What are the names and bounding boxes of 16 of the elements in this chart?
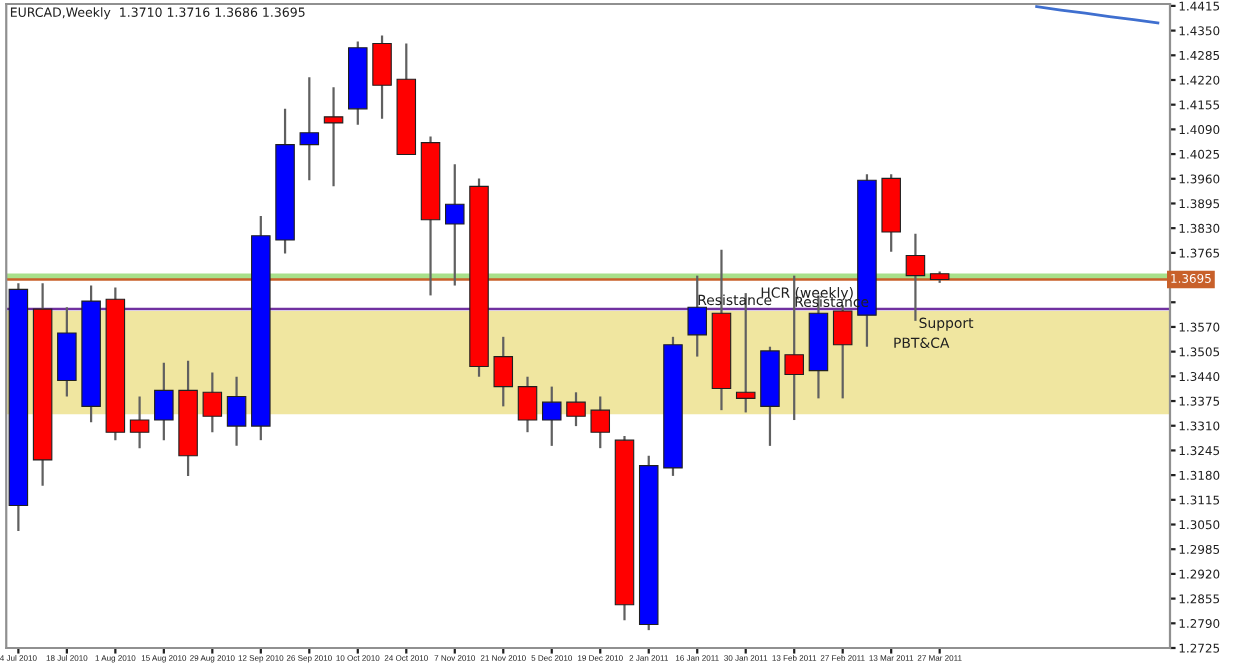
candlestick	[372, 34, 392, 120]
candlestick	[129, 395, 150, 450]
candlestick	[299, 76, 320, 182]
candlestick	[590, 395, 611, 450]
candlestick	[154, 361, 174, 442]
candlestick	[832, 304, 853, 400]
line-series	[1035, 5, 1160, 25]
candlestick	[493, 335, 514, 408]
candlestick	[517, 375, 538, 434]
candlestick	[323, 86, 344, 188]
candlestick	[445, 163, 465, 287]
candlestick	[541, 385, 562, 447]
candlestick	[226, 375, 247, 447]
candlestick	[566, 391, 586, 428]
candlestick	[57, 306, 77, 398]
candlestick	[202, 371, 223, 434]
